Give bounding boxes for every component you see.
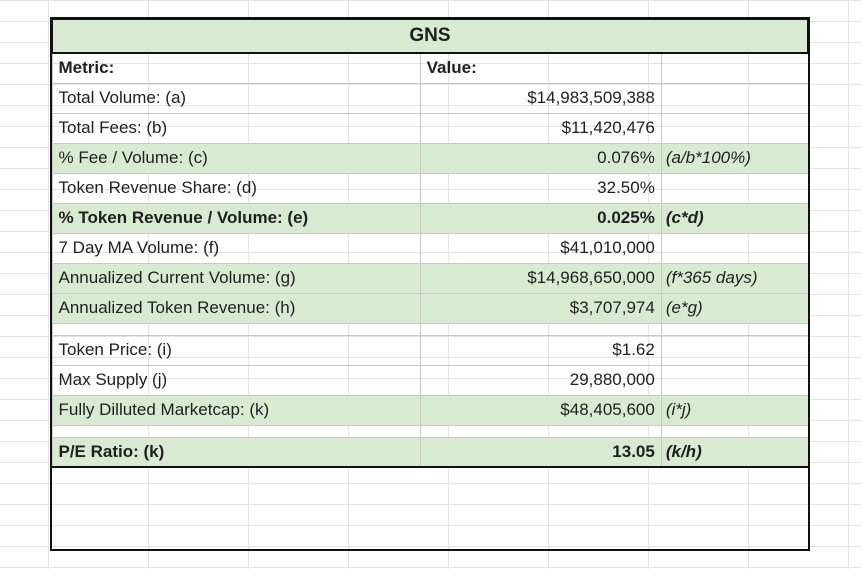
metric-cell[interactable]: % Fee / Volume: (c): [51, 142, 421, 174]
metric-cell[interactable]: Token Price: (i): [51, 334, 421, 366]
note-cell[interactable]: [660, 172, 809, 204]
note-cell[interactable]: (c*d): [660, 202, 809, 234]
note-cell[interactable]: (k/h): [660, 436, 809, 468]
note-cell[interactable]: (f*365 days): [660, 262, 809, 294]
spacer-cell[interactable]: [51, 322, 421, 336]
value-cell[interactable]: 13.05: [419, 436, 662, 468]
table-row: Total Fees: (b) $11,420,476: [51, 112, 809, 144]
spacer-cell[interactable]: [51, 424, 421, 438]
header-note[interactable]: [660, 52, 809, 84]
note-cell[interactable]: [660, 232, 809, 264]
value-cell[interactable]: $3,707,974: [419, 292, 662, 324]
value-cell[interactable]: 29,880,000: [419, 364, 662, 396]
header-metric[interactable]: Metric:: [51, 52, 421, 84]
metric-cell[interactable]: 7 Day MA Volume: (f): [51, 232, 421, 264]
metric-cell[interactable]: Total Volume: (a): [51, 82, 421, 114]
table-row: P/E Ratio: (k) 13.05 (k/h): [51, 436, 809, 468]
spacer-cell[interactable]: [419, 424, 662, 438]
note-cell[interactable]: [660, 112, 809, 144]
note-cell[interactable]: (i*j): [660, 394, 809, 426]
metric-cell[interactable]: Token Revenue Share: (d): [51, 172, 421, 204]
header-row: Metric: Value:: [51, 52, 809, 84]
table-row: 7 Day MA Volume: (f) $41,010,000: [51, 232, 809, 264]
title-row: GNS: [51, 18, 809, 54]
table-row: % Fee / Volume: (c) 0.076% (a/b*100%): [51, 142, 809, 174]
table-row: Token Revenue Share: (d) 32.50%: [51, 172, 809, 204]
value-cell[interactable]: $1.62: [419, 334, 662, 366]
metric-cell[interactable]: % Token Revenue / Volume: (e): [51, 202, 421, 234]
table-row: Fully Dilluted Marketcap: (k) $48,405,600…: [51, 394, 809, 426]
table-row: Total Volume: (a) $14,983,509,388: [51, 82, 809, 114]
metric-cell[interactable]: Annualized Token Revenue: (h): [51, 292, 421, 324]
table-row: Max Supply (j) 29,880,000: [51, 364, 809, 396]
value-cell[interactable]: $14,968,650,000: [419, 262, 662, 294]
metrics-table: GNS Metric: Value: Total Volume: (a) $14,…: [51, 18, 809, 468]
spacer-cell[interactable]: [419, 322, 662, 336]
value-cell[interactable]: $14,983,509,388: [419, 82, 662, 114]
header-value[interactable]: Value:: [419, 52, 662, 84]
table-row: % Token Revenue / Volume: (e) 0.025% (c*d): [51, 202, 809, 234]
metric-cell[interactable]: P/E Ratio: (k): [51, 436, 421, 468]
spacer-row: [51, 322, 809, 336]
value-cell[interactable]: 32.50%: [419, 172, 662, 204]
note-cell[interactable]: [660, 82, 809, 114]
table-row: Annualized Token Revenue: (h) $3,707,974(…: [51, 292, 809, 324]
value-cell[interactable]: $11,420,476: [419, 112, 662, 144]
spacer-cell[interactable]: [660, 322, 809, 336]
metric-cell[interactable]: Annualized Current Volume: (g): [51, 262, 421, 294]
spacer-row: [51, 424, 809, 438]
note-cell[interactable]: [660, 334, 809, 366]
table-row: Annualized Current Volume: (g) $14,968,65…: [51, 262, 809, 294]
metric-cell[interactable]: Fully Dilluted Marketcap: (k): [51, 394, 421, 426]
spacer-cell[interactable]: [660, 424, 809, 438]
value-cell[interactable]: $41,010,000: [419, 232, 662, 264]
value-cell[interactable]: $48,405,600: [419, 394, 662, 426]
value-cell[interactable]: 0.076%: [419, 142, 662, 174]
note-cell[interactable]: [660, 364, 809, 396]
note-cell[interactable]: (a/b*100%): [660, 142, 809, 174]
table-row: Token Price: (i) $1.62: [51, 334, 809, 366]
metric-cell[interactable]: Total Fees: (b): [51, 112, 421, 144]
value-cell[interactable]: 0.025%: [419, 202, 662, 234]
metric-cell[interactable]: Max Supply (j): [51, 364, 421, 396]
note-cell[interactable]: (e*g): [660, 292, 809, 324]
table-title[interactable]: GNS: [51, 18, 809, 54]
